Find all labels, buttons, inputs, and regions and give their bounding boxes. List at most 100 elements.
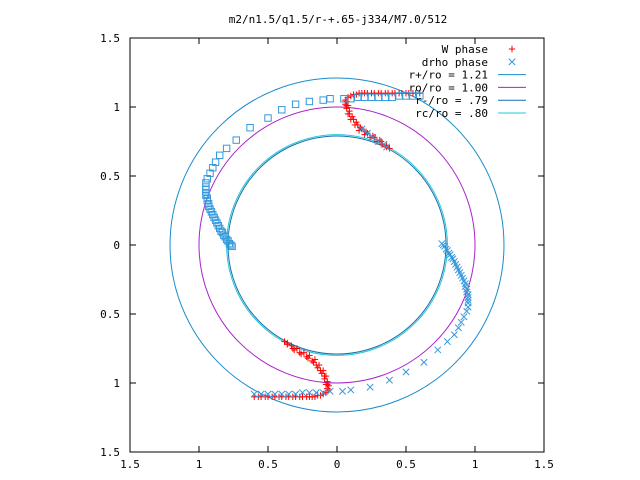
legend-key (508, 45, 516, 53)
data-point (363, 129, 371, 137)
data-point (246, 124, 254, 132)
data-point (379, 141, 386, 148)
data-point (304, 354, 312, 362)
data-point (380, 140, 388, 148)
data-point (319, 389, 327, 397)
data-point (314, 364, 321, 372)
y-tick-label: 0.5 (100, 308, 120, 321)
data-point (325, 382, 332, 389)
data-point (386, 145, 393, 152)
data-point (395, 92, 403, 100)
legend-label: drho phase (422, 56, 488, 69)
chart-title: m2/n1.5/q1.5/r-+.65-j334/M7.0/512 (229, 13, 448, 26)
data-point (216, 151, 224, 160)
data-point (250, 390, 258, 398)
data-point (463, 307, 471, 315)
data-point (409, 92, 417, 100)
data-point (264, 114, 272, 122)
data-point (312, 389, 320, 397)
data-point (358, 125, 366, 133)
data-point (203, 175, 211, 183)
data-point (278, 106, 286, 114)
data-point (305, 97, 314, 106)
legend-key (508, 58, 516, 66)
data-point (296, 393, 303, 400)
data-point (367, 93, 376, 102)
y-tick-label: 1.5 (100, 446, 120, 459)
data-point (296, 349, 303, 356)
data-point (416, 92, 424, 100)
data-point (353, 118, 360, 126)
x-tick-label: 1 (472, 458, 479, 471)
data-point (450, 331, 458, 339)
data-point (297, 350, 305, 358)
data-point (271, 390, 279, 398)
data-point (321, 372, 328, 380)
x-tick-label: 0.5 (258, 458, 278, 471)
data-point (292, 390, 300, 398)
data-point (360, 93, 369, 102)
data-point (291, 346, 298, 354)
y-tick-label: 0 (113, 239, 120, 252)
x-tick-label: 0 (334, 458, 341, 471)
data-point (464, 296, 472, 304)
y-tick-label: 1 (113, 377, 120, 390)
data-point (324, 378, 331, 385)
data-point (203, 197, 211, 205)
series-cross (250, 125, 472, 398)
data-point (289, 345, 297, 352)
data-point (402, 92, 410, 100)
data-point (308, 393, 316, 400)
data-point (288, 342, 295, 349)
data-point (310, 359, 317, 366)
data-point (453, 263, 461, 271)
data-point (343, 105, 350, 112)
data-point (319, 96, 327, 104)
data-point (285, 390, 293, 398)
data-point (202, 191, 210, 200)
y-tick-label: 1 (113, 101, 120, 114)
reference-circle (169, 77, 505, 413)
data-point (402, 368, 410, 376)
data-point (303, 353, 310, 360)
data-point (371, 134, 378, 141)
data-point (450, 258, 458, 266)
legend-label: W phase (442, 43, 488, 56)
data-point (281, 338, 288, 345)
data-point (348, 113, 356, 120)
data-point (434, 346, 442, 354)
data-point (278, 390, 286, 398)
data-point (464, 299, 472, 307)
data-point (374, 137, 382, 146)
data-point (350, 116, 357, 123)
data-point (381, 93, 390, 102)
data-point (326, 387, 334, 395)
axis-ticks: 1.5 1 0.5 0 0.5 1 1.51.510.500.511.5 (100, 32, 554, 471)
data-point (366, 383, 374, 391)
data-point (354, 121, 361, 129)
data-point (317, 367, 324, 374)
data-point (284, 339, 291, 347)
data-point (443, 338, 451, 346)
data-point (374, 93, 383, 102)
data-point (456, 269, 464, 277)
data-point (442, 245, 450, 253)
legend-label: r+/ro = 1.21 (409, 69, 488, 82)
data-point (202, 186, 210, 194)
reference-circle (198, 106, 476, 384)
data-point (461, 280, 469, 288)
data-point (388, 93, 396, 102)
data-point (439, 241, 447, 249)
data-point (347, 386, 355, 394)
data-points (202, 90, 472, 400)
data-point (318, 370, 326, 377)
data-point (454, 324, 462, 332)
data-point (457, 318, 465, 326)
data-point (464, 291, 472, 299)
data-point (313, 361, 320, 369)
data-point (222, 144, 231, 153)
data-point (320, 390, 327, 398)
